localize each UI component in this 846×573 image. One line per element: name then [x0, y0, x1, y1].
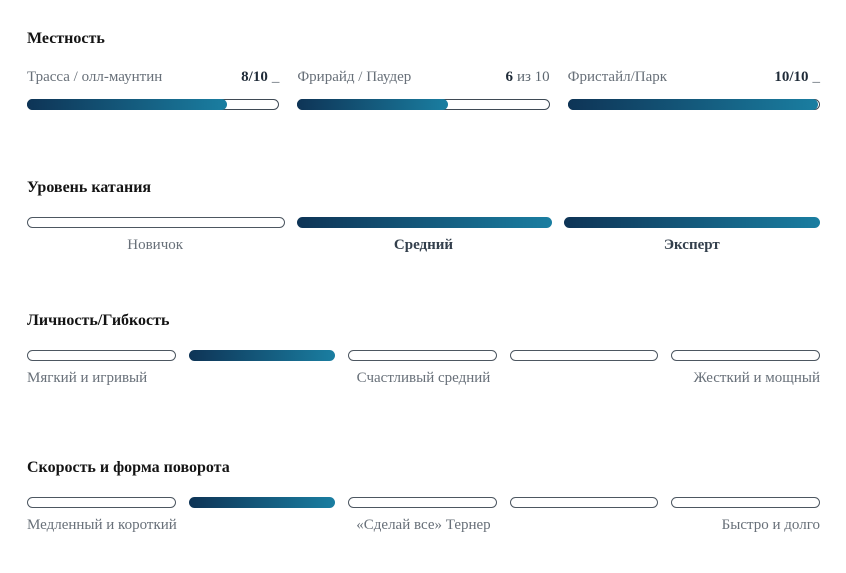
flex-segment-5 — [671, 350, 820, 361]
speed-label-fast: Быстро и долго — [721, 517, 820, 533]
flex-segment-4 — [509, 350, 659, 361]
speed-label-allround: «Сделай все» Тернер — [356, 517, 491, 533]
speed-segment-1 — [27, 497, 176, 508]
metric-head: Фрирайд / Паудер 6 из 10 — [297, 68, 549, 87]
terrain-columns: Трасса / олл-маунтин 8/10 _ Фрирайд / Пау… — [27, 68, 820, 110]
personality-segment-row — [27, 350, 820, 361]
flex-label-medium: Счастливый средний — [356, 370, 491, 386]
metric-value: 6 из 10 — [505, 68, 549, 87]
section-skill-level: Уровень катания Новичок Средний Эксперт — [27, 178, 821, 255]
progress-track — [567, 99, 820, 110]
speed-segment-row — [27, 497, 820, 508]
speed-segment-3 — [348, 497, 497, 508]
terrain-metric-piste: Трасса / олл-маунтин 8/10 _ — [27, 68, 280, 110]
speed-segment-4 — [509, 497, 659, 508]
section-terrain-title: Местность — [27, 30, 105, 47]
terrain-metric-freestyle: Фристайл/Парк 10/10 _ — [567, 68, 820, 110]
speed-label-slow: Медленный и короткий — [27, 517, 177, 533]
speed-segment-2 — [188, 497, 336, 508]
metric-head: Трасса / олл-маунтин 8/10 _ — [27, 68, 279, 87]
metric-value-rest: _ — [812, 69, 820, 85]
terrain-metric-freeride: Фрирайд / Паудер 6 из 10 — [297, 68, 550, 110]
metric-label: Фрирайд / Паудер — [297, 69, 412, 85]
metric-label: Трасса / олл-маунтин — [27, 69, 163, 85]
metric-value-strong: 6 — [505, 69, 513, 85]
section-speed-title: Скорость и форма поворота — [27, 459, 230, 476]
flex-label-soft: Мягкий и игривый — [27, 370, 148, 386]
section-personality-flex: Личность/Гибкость Мягкий и игривый Счаст… — [27, 311, 820, 388]
metric-value: 10/10 _ — [774, 68, 820, 87]
section-speed-turn-shape: Скорость и форма поворота Медленный и ко… — [27, 458, 820, 535]
metric-label: Фристайл/Парк — [567, 69, 668, 85]
progress-track — [27, 99, 280, 110]
flex-segment-2 — [188, 350, 336, 361]
flex-segment-3 — [348, 350, 497, 361]
personality-label-row: Мягкий и игривый Счастливый средний Жест… — [27, 369, 820, 388]
metric-value-strong: 10/10 — [774, 69, 809, 85]
skill-label-row: Новичок Средний Эксперт — [27, 236, 820, 255]
segment-label-beginner: Новичок — [127, 237, 184, 253]
metric-head: Фристайл/Парк 10/10 _ — [568, 68, 820, 87]
metric-value: 8/10 _ — [241, 68, 279, 87]
segment-expert — [564, 217, 821, 228]
segment-beginner — [27, 217, 285, 228]
segment-intermediate — [296, 217, 553, 228]
skill-segment-row — [27, 217, 821, 228]
metric-value-rest: из 10 — [516, 69, 550, 85]
section-personality-title: Личность/Гибкость — [27, 312, 170, 329]
speed-label-row: Медленный и короткий «Сделай все» Тернер… — [27, 516, 820, 535]
flex-segment-1 — [27, 350, 176, 361]
segment-label-intermediate: Средний — [393, 237, 454, 253]
segment-label-expert: Эксперт — [663, 237, 720, 253]
section-skill-title: Уровень катания — [27, 179, 152, 196]
progress-track — [297, 99, 550, 110]
flex-label-stiff: Жесткий и мощный — [693, 370, 820, 386]
section-terrain: Местность Трасса / олл-маунтин 8/10 _ Фри… — [27, 29, 820, 110]
progress-fill — [27, 99, 228, 110]
progress-fill — [297, 99, 448, 110]
progress-fill — [567, 99, 818, 110]
metric-value-strong: 8/10 — [241, 69, 268, 85]
metric-value-rest: _ — [271, 69, 280, 85]
speed-segment-5 — [671, 497, 820, 508]
